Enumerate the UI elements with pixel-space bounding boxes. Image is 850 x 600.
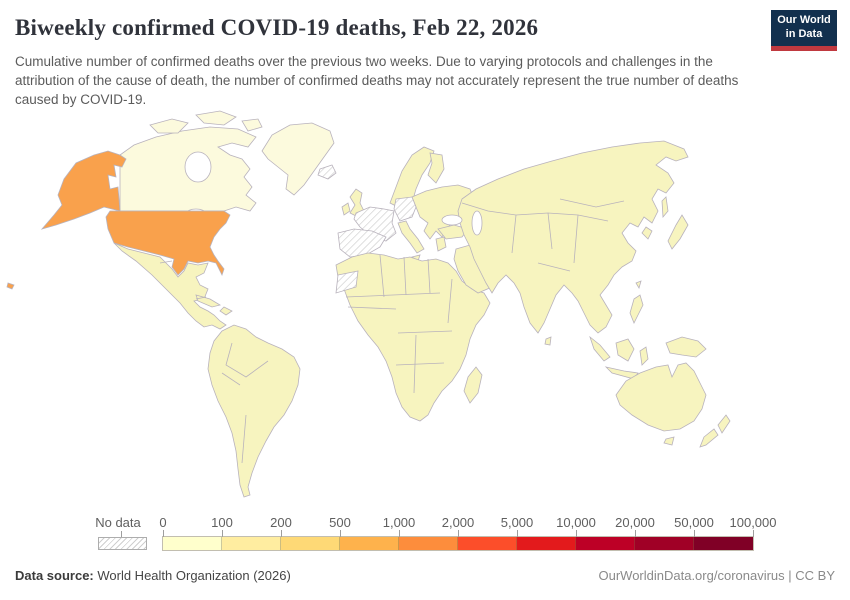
country-philippines[interactable]: [629, 294, 644, 324]
legend-tick-mark: [458, 530, 459, 537]
country-western-sahara[interactable]: [335, 270, 359, 294]
legend-bin-3[interactable]: [340, 537, 399, 550]
island-hispaniola[interactable]: [219, 306, 233, 316]
country-usa-hawaii[interactable]: [6, 282, 15, 290]
legend-tick-mark: [222, 530, 223, 537]
island-borneo[interactable]: [615, 338, 635, 362]
country-australia[interactable]: [615, 362, 707, 432]
country-japan[interactable]: [667, 214, 689, 250]
logo-line-1: Our World: [777, 14, 831, 26]
legend-bin-4[interactable]: [399, 537, 458, 550]
no-data-swatch[interactable]: [98, 537, 147, 550]
country-sri-lanka[interactable]: [544, 336, 552, 346]
country-madagascar[interactable]: [463, 366, 483, 404]
legend-tick-label: 20,000: [615, 515, 655, 530]
caspian-sea: [471, 210, 483, 236]
country-taiwan[interactable]: [635, 280, 642, 289]
island-new-guinea[interactable]: [665, 336, 707, 358]
country-iceland[interactable]: [317, 164, 337, 180]
legend-tick-mark: [694, 530, 695, 537]
legend-tick-label: 10,000: [556, 515, 596, 530]
logo-line-2: in Data: [785, 27, 823, 40]
region-mexico-central-america[interactable]: [113, 242, 227, 330]
legend-tick-label: 5,000: [500, 515, 534, 530]
country-france[interactable]: [353, 206, 397, 242]
legend-bin-8[interactable]: [635, 537, 694, 550]
legend-bin-7[interactable]: [576, 537, 635, 550]
region-korea[interactable]: [641, 226, 653, 240]
data-source: Data source: World Health Organization (…: [15, 568, 291, 583]
country-greece[interactable]: [435, 236, 447, 252]
legend-bin-9[interactable]: [694, 537, 753, 550]
country-new-zealand-south[interactable]: [699, 428, 719, 448]
legend-tick-label: 100,000: [729, 515, 777, 530]
legend-bin-2[interactable]: [281, 537, 340, 550]
legend-bin-6[interactable]: [517, 537, 576, 550]
arctic-island-1[interactable]: [149, 118, 189, 134]
owid-logo[interactable]: Our World in Data: [771, 10, 837, 51]
chart-subtitle: Cumulative number of confirmed deaths ov…: [15, 54, 739, 108]
page-title: Biweekly confirmed COVID-19 deaths, Feb …: [15, 15, 539, 40]
legend-tick-mark: [340, 530, 341, 537]
legend-bin-5[interactable]: [458, 537, 517, 550]
country-greenland[interactable]: [261, 122, 335, 196]
island-tasmania[interactable]: [663, 436, 675, 446]
island-sumatra[interactable]: [589, 335, 611, 362]
world-map: [0, 103, 850, 508]
country-finland[interactable]: [427, 152, 445, 184]
chart-footer: Data source: World Health Organization (…: [15, 568, 835, 583]
legend-tick-mark: [635, 530, 636, 537]
country-italy[interactable]: [397, 220, 425, 254]
credit-link[interactable]: OurWorldinData.org/coronavirus | CC BY: [598, 568, 835, 583]
legend-tick-label: 200: [270, 515, 292, 530]
country-new-zealand-north[interactable]: [717, 414, 731, 434]
legend-tick-mark: [281, 530, 282, 537]
legend-tick-label: 50,000: [674, 515, 714, 530]
arctic-island-3[interactable]: [241, 118, 263, 132]
country-germany[interactable]: [393, 196, 417, 222]
arctic-island-2[interactable]: [195, 110, 237, 126]
hudson-bay: [184, 151, 212, 183]
legend-tick-mark: [399, 530, 400, 537]
no-data-tick: [121, 531, 122, 537]
legend-tick-label: 500: [329, 515, 351, 530]
country-borders: [159, 198, 625, 464]
legend-tick-mark: [163, 530, 164, 537]
region-africa[interactable]: [335, 252, 491, 422]
data-source-value: World Health Organization (2026): [93, 568, 291, 583]
country-usa-mainland[interactable]: [105, 210, 231, 277]
island-sulawesi[interactable]: [639, 346, 649, 366]
country-ireland[interactable]: [341, 202, 351, 216]
legend-tick-label: 0: [159, 515, 167, 530]
country-usa-alaska[interactable]: [40, 150, 127, 230]
legend-tick-label: 100: [211, 515, 233, 530]
legend-bin-0[interactable]: [163, 537, 222, 550]
black-sea: [441, 214, 463, 226]
region-south-america[interactable]: [207, 324, 301, 498]
legend-bin-1[interactable]: [222, 537, 281, 550]
world-map-svg: [6, 110, 731, 498]
no-data-label: No data: [95, 515, 141, 530]
legend-tick-mark: [576, 530, 577, 537]
region-asia[interactable]: [457, 140, 689, 334]
island-sakhalin[interactable]: [661, 196, 669, 219]
legend-tick-label: 2,000: [441, 515, 475, 530]
data-source-label: Data source:: [15, 568, 94, 583]
legend-tick-mark: [753, 530, 754, 537]
country-cuba[interactable]: [195, 294, 222, 308]
legend-tick-label: 1,000: [382, 515, 416, 530]
legend-tick-mark: [517, 530, 518, 537]
region-spain-portugal[interactable]: [337, 228, 387, 258]
legend-colorbar: [162, 536, 754, 551]
